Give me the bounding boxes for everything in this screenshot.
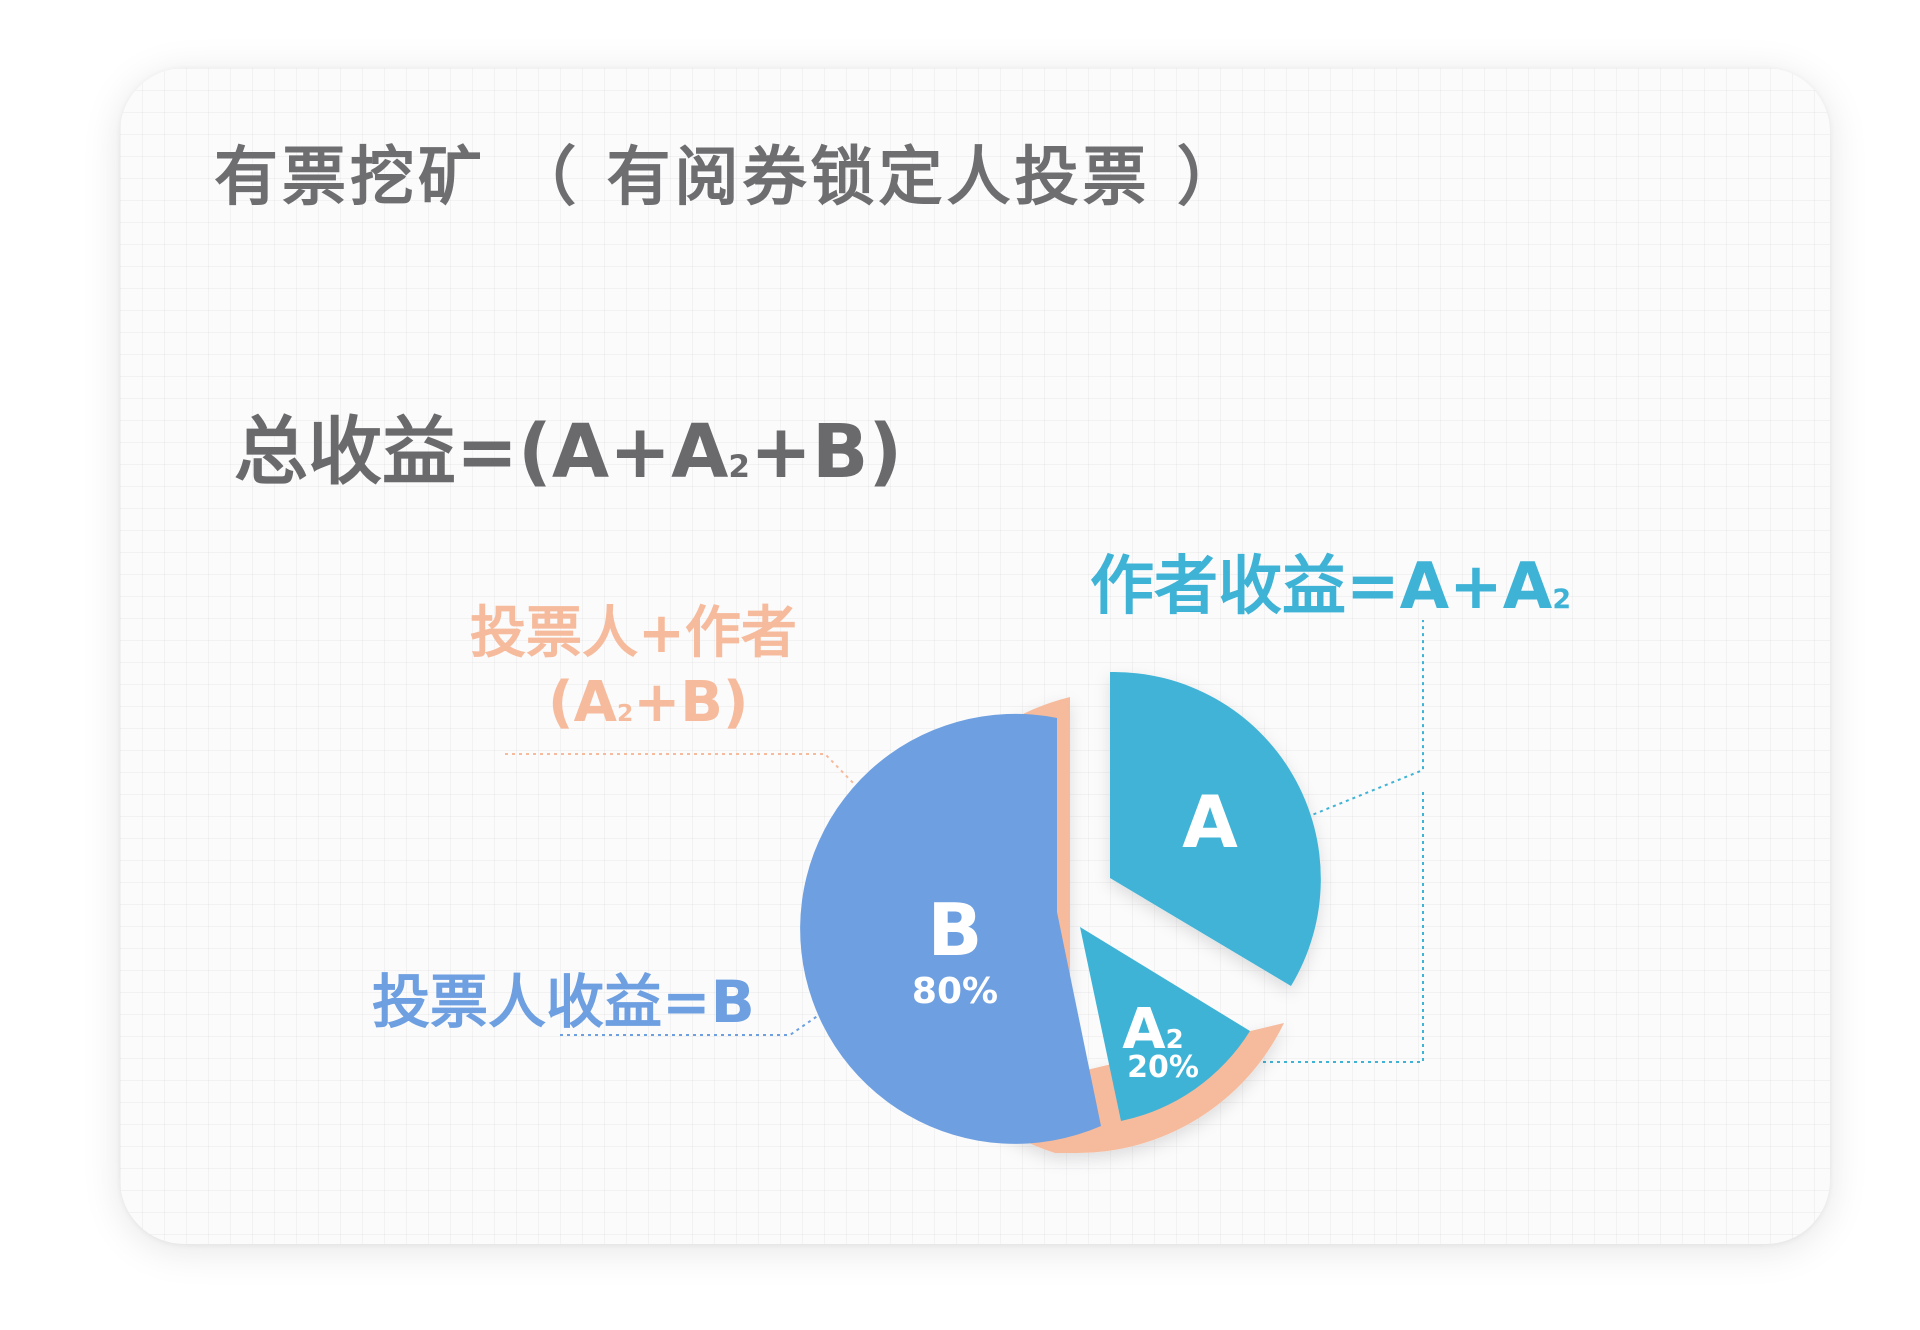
voter-author-label-line2: (A2+B)	[548, 670, 749, 735]
slice-a2-letter: A	[1122, 997, 1166, 1062]
voter-income-label: 投票人收益=B	[372, 968, 755, 1036]
slice-a2-label: A2	[1122, 997, 1183, 1062]
slice-a2-sub: 2	[1166, 1025, 1184, 1055]
slice-b-label: B	[928, 888, 983, 972]
leader-line-author-a	[1306, 620, 1424, 818]
pie-slice-b	[800, 713, 1101, 1144]
slice-a2-percent: 20%	[1127, 1050, 1199, 1085]
slice-a-label: A	[1182, 780, 1238, 864]
leader-line-author-a2	[1228, 792, 1424, 1063]
leader-line-mix	[505, 753, 861, 791]
leader-line-voter	[560, 989, 856, 1036]
pie-slice-a	[1110, 671, 1321, 986]
page-title: 有票挖矿 （ 有阅券锁定人投票 ）	[214, 141, 1245, 215]
voter-author-label-line1: 投票人+作者	[470, 601, 797, 666]
author-income-label: 作者收益=A+A2	[1090, 550, 1572, 624]
card-background	[120, 68, 1830, 1244]
pie-slice-a2	[1080, 927, 1250, 1121]
slice-b-percent: 80%	[912, 971, 998, 1012]
total-income-formula: 总收益=(A+A2+B)	[234, 409, 903, 495]
